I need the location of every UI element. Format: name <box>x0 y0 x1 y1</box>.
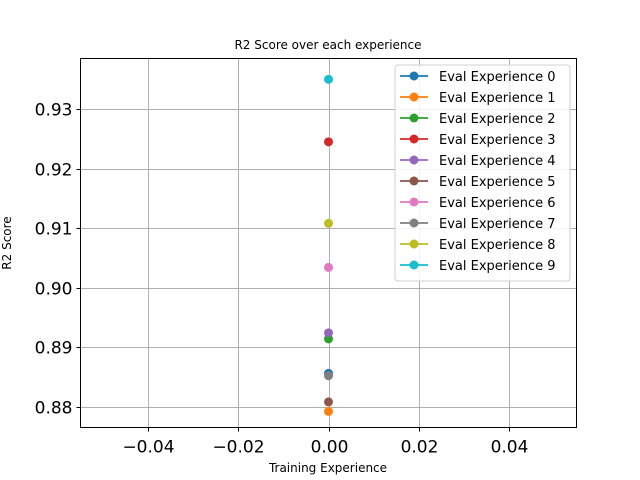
legend-label: Eval Experience 7 <box>439 217 556 232</box>
legend-marker <box>409 176 419 186</box>
legend-label: Eval Experience 0 <box>439 70 556 85</box>
x-tick-label: 0.00 <box>311 438 349 458</box>
legend-label: Eval Experience 9 <box>439 259 556 274</box>
legend-marker <box>409 197 419 207</box>
chart-title: R2 Score over each experience <box>234 38 421 52</box>
data-point-series-1 <box>324 406 333 416</box>
legend-marker <box>409 155 419 165</box>
x-tick-label: −0.02 <box>212 438 264 458</box>
x-tick-label: −0.04 <box>122 438 174 458</box>
data-point-series-5 <box>324 397 333 407</box>
y-tick-label: 0.92 <box>35 161 73 181</box>
legend-marker <box>409 134 419 144</box>
legend-box <box>394 64 571 282</box>
legend-label: Eval Experience 8 <box>439 238 556 253</box>
y-tick-label: 0.93 <box>35 101 73 121</box>
data-point-series-4 <box>324 328 333 338</box>
legend: Eval Experience 0 Eval Experience 1 Eval E… <box>394 64 571 282</box>
y-tick-label: 0.91 <box>35 220 73 240</box>
legend-label: Eval Experience 4 <box>439 154 556 169</box>
legend-label: Eval Experience 5 <box>439 175 556 190</box>
data-points <box>324 74 333 416</box>
legend-marker <box>409 260 419 270</box>
legend-marker <box>409 218 419 228</box>
x-axis-label: Training Experience <box>268 461 387 475</box>
y-tick-label: 0.88 <box>35 399 73 419</box>
y-tick-label: 0.89 <box>35 339 73 359</box>
x-tick-label: 0.04 <box>491 438 529 458</box>
x-tick-label: 0.02 <box>401 438 439 458</box>
legend-label: Eval Experience 6 <box>439 196 556 211</box>
legend-marker <box>409 92 419 102</box>
y-axis-ticks: 0.88 0.89 0.90 0.91 0.92 0.93 <box>35 101 81 419</box>
legend-label: Eval Experience 1 <box>439 91 556 106</box>
legend-marker <box>409 71 419 81</box>
data-point-series-7 <box>324 371 333 381</box>
data-point-series-3 <box>324 137 333 147</box>
x-axis-ticks: −0.04 −0.02 0.00 0.02 0.04 <box>122 427 529 458</box>
y-tick-label: 0.90 <box>35 280 73 300</box>
legend-marker <box>409 239 419 249</box>
data-point-series-9 <box>324 74 333 84</box>
plot-frame <box>80 58 577 428</box>
data-point-series-8 <box>324 218 333 228</box>
legend-label: Eval Experience 3 <box>439 133 556 148</box>
legend-label: Eval Experience 2 <box>439 112 556 127</box>
y-axis-label: R2 Score <box>0 216 14 269</box>
data-point-series-6 <box>324 262 333 272</box>
legend-marker <box>409 113 419 123</box>
